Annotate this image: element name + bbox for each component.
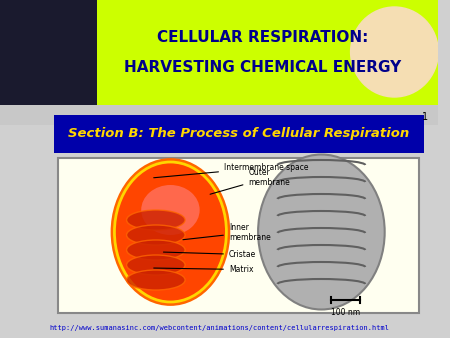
Text: Intermembrane space: Intermembrane space xyxy=(154,163,309,178)
FancyBboxPatch shape xyxy=(54,115,423,153)
Text: Section B: The Process of Cellular Respiration: Section B: The Process of Cellular Respi… xyxy=(68,127,409,141)
FancyBboxPatch shape xyxy=(0,0,97,105)
Text: Matrix: Matrix xyxy=(154,265,253,274)
Text: 1: 1 xyxy=(423,112,428,122)
Ellipse shape xyxy=(112,160,229,305)
Circle shape xyxy=(351,7,438,97)
Text: Inner
membrane: Inner membrane xyxy=(183,223,270,242)
FancyBboxPatch shape xyxy=(0,105,438,125)
Ellipse shape xyxy=(126,255,185,275)
Text: http://www.sumanasinc.com/webcontent/animations/content/cellularrespiration.html: http://www.sumanasinc.com/webcontent/ani… xyxy=(49,325,389,331)
Text: Cristae: Cristae xyxy=(163,250,256,259)
Ellipse shape xyxy=(126,225,185,245)
Ellipse shape xyxy=(141,185,200,235)
FancyBboxPatch shape xyxy=(58,158,419,313)
Ellipse shape xyxy=(126,210,185,230)
Text: HARVESTING CHEMICAL ENERGY: HARVESTING CHEMICAL ENERGY xyxy=(124,61,401,75)
Ellipse shape xyxy=(258,154,385,310)
Ellipse shape xyxy=(126,270,185,290)
Text: CELLULAR RESPIRATION:: CELLULAR RESPIRATION: xyxy=(157,30,369,46)
Ellipse shape xyxy=(126,240,185,260)
Text: 100 nm: 100 nm xyxy=(331,308,360,317)
Text: Outer
membrane: Outer membrane xyxy=(210,168,290,194)
FancyBboxPatch shape xyxy=(0,0,438,105)
